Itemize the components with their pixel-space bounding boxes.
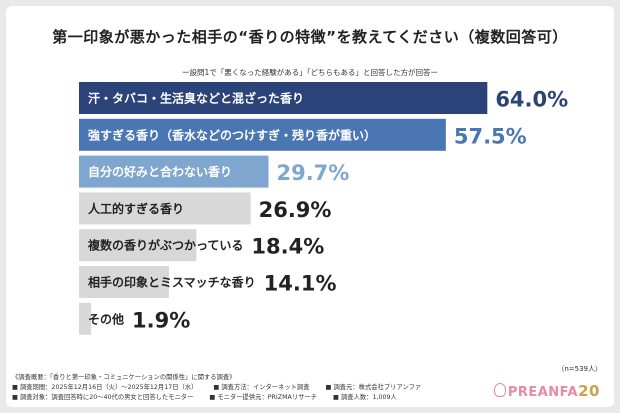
preanfa-logo: PREANFA20 xyxy=(493,382,600,402)
bar-category-label-7: その他 xyxy=(88,311,124,326)
survey-period: ■ 調査期間：2025年12月16日（火）～2025年12月17日（水） xyxy=(12,384,198,391)
bar-1 xyxy=(79,82,488,114)
logo-mark-icon xyxy=(493,383,506,397)
bar-category-label-3: 自分の好みと合わない香り xyxy=(88,164,232,179)
bar-category-label-2: 強すぎる香り（香水などのつけすぎ・残り香が重い） xyxy=(88,127,376,142)
bar-2 xyxy=(79,118,446,151)
logo-anniversary-number: 20 xyxy=(578,382,600,400)
bar-5 xyxy=(79,229,197,262)
survey-organizer: ■ 調査元：株式会社プリアンファ xyxy=(325,384,422,391)
chart-subtitle: ー設問1で「悪くなった経験がある」「どちらもある」と回答した方が回答ー xyxy=(181,68,439,77)
logo-text: PREANFA xyxy=(507,385,579,400)
survey-overview: 《調査概要：「香りと第一印象・コミュニケーションの関係性」に関する調査》 ■ 調… xyxy=(12,373,512,403)
sample-size-label: （n=539人） xyxy=(557,365,602,373)
bar-value-label-5: 18.4% xyxy=(251,235,324,259)
bar-value-label-7: 1.9% xyxy=(132,308,190,332)
bar-value-label-3: 29.7% xyxy=(276,161,349,185)
bar-4 xyxy=(79,192,251,225)
chart-title: 第一印象が悪かった相手の“香りの特徴”を教えてください（複数回答可） xyxy=(52,28,568,46)
bar-value-label-4: 26.9% xyxy=(259,198,332,222)
bar-category-label-5: 複数の香りがぶつかっている xyxy=(87,238,243,253)
survey-target: ■ 調査対象：調査回答時に20～40代の男女と回答したモニター xyxy=(12,394,194,401)
bar-category-label-1: 汗・タバコ・生活臭などと混ざった香り xyxy=(88,91,304,106)
bar-chart: 汗・タバコ・生活臭などと混ざった香り 64.0% 強すぎる香り（香水などのつけすぎ・… xyxy=(79,82,568,335)
survey-row-1: ■ 調査期間：2025年12月16日（火）～2025年12月17日（水） ■ 調… xyxy=(12,383,512,393)
chart-card: 第一印象が悪かった相手の“香りの特徴”を教えてください（複数回答可） ー設問1で… xyxy=(6,6,614,407)
bar-7 xyxy=(79,302,92,335)
survey-respondents: ■ 調査人数：1,009人 xyxy=(333,394,397,401)
bar-6 xyxy=(79,266,169,298)
bar-value-label-6: 14.1% xyxy=(264,272,337,296)
bar-value-label-1: 64.0% xyxy=(495,88,568,112)
bar-3 xyxy=(79,155,269,188)
bar-value-label-2: 57.5% xyxy=(454,124,527,148)
bar-category-label-4: 人工的すぎる香り xyxy=(88,201,184,216)
survey-row-2: ■ 調査対象：調査回答時に20～40代の男女と回答したモニター ■ モニター提供… xyxy=(12,393,512,403)
bar-category-label-6: 相手の印象とミスマッチな香り xyxy=(88,275,256,290)
survey-heading: 《調査概要：「香りと第一印象・コミュニケーションの関係性」に関する調査》 xyxy=(12,374,236,381)
survey-method: ■ 調査方法：インターネット調査 xyxy=(213,384,310,391)
survey-provider: ■ モニター提供元：PRIZMAリサーチ xyxy=(209,394,318,401)
